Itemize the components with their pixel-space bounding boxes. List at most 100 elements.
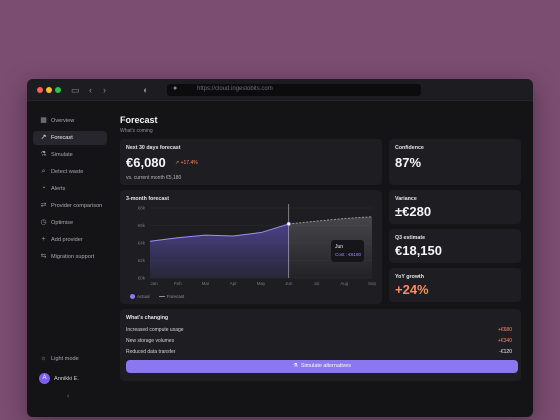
change-label: Increased compute usage bbox=[126, 327, 184, 333]
actual-area bbox=[150, 223, 289, 278]
chart-tooltip: Jun Cost : €6180 bbox=[331, 240, 364, 262]
sidebar-item-optimise[interactable]: ◷ Optimise bbox=[33, 216, 107, 230]
trend-up-icon: ↗ bbox=[175, 160, 181, 166]
simulate-alternatives-button[interactable]: ⚗ Simulate alternatives bbox=[126, 360, 518, 373]
lock-icon: ● bbox=[173, 85, 178, 92]
legend-forecast-swatch bbox=[158, 296, 165, 298]
actual-series-line bbox=[149, 223, 289, 242]
x-tick-label: Jun bbox=[285, 281, 293, 286]
sidebar-item-provider-comparison[interactable]: ⇄ Provider comparison bbox=[33, 199, 107, 213]
sidebar-item-migration-support[interactable]: ⇆ Migration support bbox=[33, 250, 107, 264]
change-amount: +€340 bbox=[497, 338, 512, 344]
main-content: Forecast What's coming Next 30 days fore… bbox=[113, 101, 533, 417]
x-tick-label: Jan bbox=[150, 281, 158, 286]
next-30-days-label: Next 30 days forecast bbox=[126, 145, 181, 151]
confidence-card: Confidence 87% bbox=[389, 139, 521, 185]
change-row: Increased compute usage +€680 bbox=[126, 327, 512, 335]
legend-forecast: Forecast bbox=[166, 294, 185, 299]
variance-card: Variance ±€280 bbox=[389, 190, 521, 224]
q3-estimate-value: €18,150 bbox=[395, 243, 442, 258]
sidebar-item-label: Optimise bbox=[51, 220, 74, 226]
whats-changing-title: What's changing bbox=[126, 315, 169, 321]
whats-changing-card: What's changing Increased compute usage … bbox=[120, 309, 521, 381]
forward-icon[interactable]: › bbox=[103, 85, 106, 95]
maximize-window-button[interactable] bbox=[55, 87, 61, 93]
x-tick-label: Sep bbox=[368, 281, 377, 286]
y-tick-label: €4k bbox=[138, 241, 146, 246]
change-label: New storage volumes bbox=[126, 338, 175, 344]
next-30-days-value: €6,080 bbox=[126, 155, 166, 170]
change-row: Reduced data transfer -€120 bbox=[126, 349, 512, 357]
confidence-value: 87% bbox=[395, 155, 422, 170]
y-tick-label: €8k bbox=[138, 206, 146, 211]
x-tick-label: Aug bbox=[340, 281, 349, 286]
x-tick-label: Jul bbox=[314, 281, 320, 286]
chart-legend: Actual Forecast bbox=[130, 294, 185, 300]
flask-icon: ⚗ bbox=[40, 151, 47, 158]
sun-icon: ☼ bbox=[40, 355, 47, 362]
sidebar-item-overview[interactable]: ▦ Overview bbox=[33, 114, 107, 128]
q3-estimate-label: Q3 estimate bbox=[395, 235, 426, 241]
yoy-growth-value: +24% bbox=[395, 282, 429, 297]
sidebar-item-forecast[interactable]: ↗ Forecast bbox=[33, 131, 107, 145]
confidence-label: Confidence bbox=[395, 145, 424, 151]
page-subtitle: What's coming bbox=[120, 128, 153, 134]
url-text: https://cloud.ingestobits.com bbox=[197, 86, 273, 92]
x-tick-label: Apr bbox=[230, 281, 238, 286]
sidebar-item-label: Alerts bbox=[51, 186, 66, 192]
variance-label: Variance bbox=[395, 196, 417, 202]
forecast-chart: €0k €2k €4k €6k €8k Jan Feb Mar Apr May Jun Jul Aug S… bbox=[138, 204, 377, 286]
legend-actual: Actual bbox=[137, 294, 150, 299]
sidebar-toggle-icon[interactable]: ▭ bbox=[71, 85, 80, 95]
next-30-days-card: Next 30 days forecast €6,080 ↗ +17.4% vs… bbox=[120, 139, 382, 185]
sidebar-item-label: Provider comparison bbox=[51, 203, 103, 209]
search-icon: ⌕ bbox=[41, 168, 46, 175]
legend-actual-swatch bbox=[130, 294, 135, 300]
change-label: Reduced data transfer bbox=[126, 349, 176, 355]
next-30-days-comparison: vs. current month €5,180 bbox=[126, 175, 182, 181]
y-tick-label: €2k bbox=[138, 258, 146, 263]
sidebar-item-label: Migration support bbox=[51, 254, 95, 260]
user-name[interactable]: Annikki E. bbox=[54, 376, 79, 382]
collapse-sidebar-icon[interactable]: ‹ bbox=[67, 393, 70, 400]
grid-icon: ▦ bbox=[40, 117, 47, 124]
x-tick-label: Mar bbox=[202, 281, 210, 286]
sidebar-item-label: Simulate bbox=[51, 152, 73, 158]
variance-value: ±€280 bbox=[395, 204, 432, 219]
sidebar-item-alerts[interactable]: ◔ Alerts bbox=[33, 182, 107, 196]
compare-icon: ⇄ bbox=[40, 202, 47, 209]
sidebar-item-label: Forecast bbox=[51, 135, 73, 141]
close-window-button[interactable] bbox=[37, 87, 43, 93]
back-icon[interactable]: ‹ bbox=[89, 85, 92, 95]
y-tick-label: €0k bbox=[138, 276, 146, 281]
change-row: New storage volumes +€340 bbox=[126, 338, 512, 346]
hover-data-point[interactable] bbox=[286, 221, 291, 227]
shield-icon[interactable]: ◐ bbox=[143, 85, 149, 95]
plus-icon: + bbox=[41, 236, 46, 243]
minimize-window-button[interactable] bbox=[46, 87, 52, 93]
browser-titlebar: ▭ ‹ › ◐ ● https://cloud.ingestobits.com bbox=[27, 79, 533, 101]
gauge-icon: ◷ bbox=[40, 219, 47, 226]
sidebar-item-simulate[interactable]: ⚗ Simulate bbox=[33, 148, 107, 162]
sidebar-item-detect-waste[interactable]: ⌕ Detect waste bbox=[33, 165, 107, 179]
x-tick-label: Feb bbox=[174, 281, 182, 286]
tooltip-month: Jun bbox=[335, 244, 344, 250]
flask-icon: ⚗ bbox=[293, 363, 298, 369]
tooltip-value: Cost : €6180 bbox=[335, 252, 362, 257]
change-amount: -€120 bbox=[499, 349, 512, 355]
x-tick-label: May bbox=[257, 281, 266, 286]
y-tick-label: €6k bbox=[138, 223, 146, 228]
page-title: Forecast bbox=[120, 115, 158, 125]
sidebar-item-label: Add provider bbox=[51, 237, 83, 243]
avatar[interactable]: A bbox=[39, 373, 50, 384]
q3-estimate-card: Q3 estimate €18,150 bbox=[389, 229, 521, 263]
address-bar[interactable]: ● https://cloud.ingestobits.com bbox=[167, 84, 421, 96]
chart-title: 3-month forecast bbox=[126, 196, 169, 202]
forecast-chart-card: 3-month forecast €0k €2k €4k €6k €8k Jan Feb Ma… bbox=[120, 190, 382, 304]
sidebar-item-add-provider[interactable]: + Add provider bbox=[33, 233, 107, 247]
sidebar-item-label: Overview bbox=[51, 118, 75, 124]
browser-window: ▭ ‹ › ◐ ● https://cloud.ingestobits.com … bbox=[27, 79, 533, 417]
swap-icon: ⇆ bbox=[40, 253, 47, 260]
change-amount: +€680 bbox=[497, 327, 512, 333]
trend-icon: ↗ bbox=[40, 134, 47, 141]
